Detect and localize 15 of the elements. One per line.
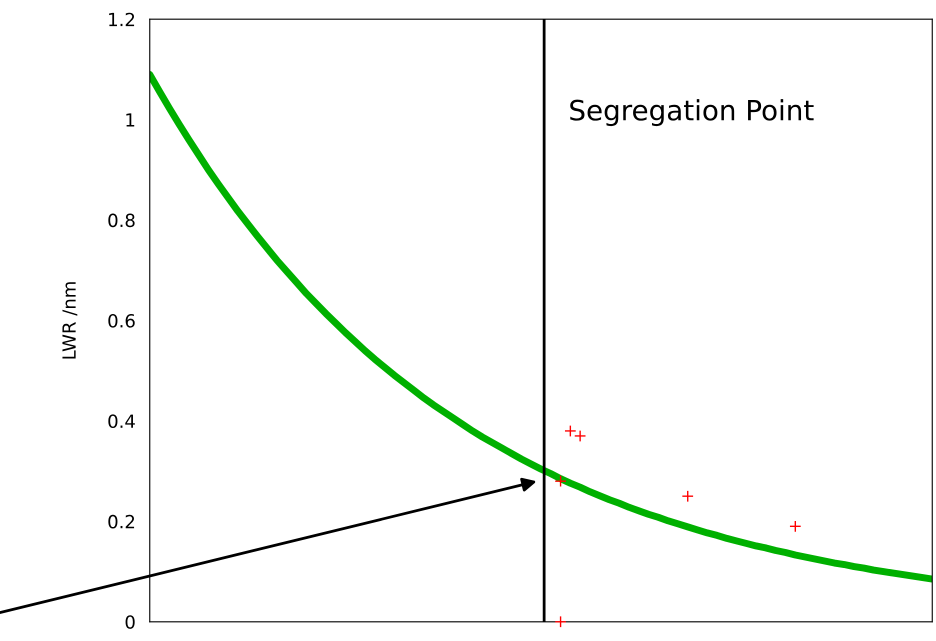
point bbox=[554, 616, 567, 628]
y-tick-label: 0 bbox=[126, 615, 135, 629]
point bbox=[564, 424, 576, 438]
y-tick-label: 0.4 bbox=[108, 414, 135, 428]
y-tick-label: 1 bbox=[126, 113, 134, 127]
y-tick-label: 0.8 bbox=[108, 214, 135, 228]
point bbox=[554, 475, 567, 488]
point bbox=[574, 430, 586, 442]
y-axis-title: LWR /nm bbox=[62, 282, 78, 359]
annotation: Segregation Point bbox=[570, 99, 814, 126]
y-tick-label: 0.6 bbox=[108, 314, 135, 328]
y-tick-label: 0.2 bbox=[108, 514, 134, 528]
y-tick-label: 1.2 bbox=[109, 12, 134, 26]
point bbox=[789, 520, 802, 532]
point bbox=[682, 490, 694, 502]
